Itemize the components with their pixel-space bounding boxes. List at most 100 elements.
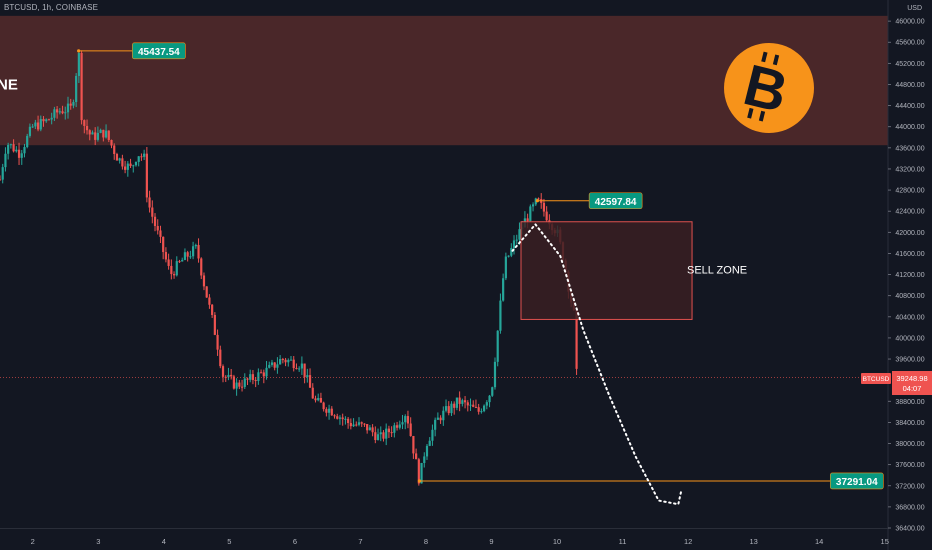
candle-body	[314, 398, 317, 401]
candle-body	[232, 376, 235, 389]
candle-body	[529, 206, 532, 222]
candle-body	[461, 400, 464, 404]
candle-body	[151, 207, 154, 217]
x-tick-label: 12	[684, 537, 692, 546]
annotation-dot	[77, 49, 81, 53]
candle-body	[349, 423, 352, 427]
candle-body	[404, 416, 407, 423]
candle-body	[23, 147, 26, 154]
current-symbol-tag	[861, 373, 891, 384]
symbol-title[interactable]: BTCUSD, 1h, COINBASE	[4, 3, 99, 12]
candle-body	[499, 300, 502, 331]
candle-body	[308, 375, 312, 388]
candle-body	[219, 349, 222, 367]
candle-body	[61, 111, 64, 114]
candle-body	[341, 417, 344, 420]
candle-body	[276, 364, 279, 368]
x-tick-label: 13	[749, 537, 757, 546]
candle-body	[137, 156, 140, 162]
candle-body	[398, 424, 401, 428]
candle-body	[129, 163, 132, 167]
candle-body	[526, 218, 529, 222]
candle-body	[213, 314, 216, 335]
candle-body	[75, 75, 78, 102]
x-tick-label: 15	[881, 537, 889, 546]
candle-body	[72, 101, 75, 106]
annotation-label: 42597.84	[595, 197, 637, 208]
candle-body	[474, 406, 478, 408]
y-tick-label: 40400.00	[895, 314, 924, 321]
candle-body	[39, 119, 42, 130]
candle-body	[442, 410, 445, 421]
candle-body	[300, 363, 303, 369]
candle-body	[518, 229, 521, 240]
candle-body	[393, 425, 396, 433]
candle-body	[472, 404, 475, 407]
candle-body	[322, 402, 325, 410]
candle-body	[347, 418, 350, 424]
candle-body	[227, 374, 230, 378]
candle-countdown: 04:07	[903, 384, 922, 393]
price-axis[interactable]: 46000.00 45600.00 45200.00 44800.00 44400.00…	[888, 19, 925, 533]
candle-body	[485, 402, 488, 406]
candle-body	[9, 144, 12, 146]
candle-body	[488, 395, 491, 403]
candle-body	[480, 411, 483, 413]
y-tick-label: 44800.00	[895, 82, 924, 89]
time-axis[interactable]: 2 3 4 5 6 7 8 9 10 11 12 13 14 15	[0, 528, 889, 547]
candle-body	[352, 424, 355, 427]
candle-body	[259, 372, 263, 374]
candle-body	[504, 256, 507, 279]
annotation-label: 37291.04	[836, 477, 878, 488]
candle-body	[368, 427, 371, 431]
candle-body	[537, 198, 540, 200]
candle-body	[94, 132, 97, 140]
candle-body	[118, 158, 121, 161]
candle-body	[107, 130, 110, 140]
candle-body	[428, 440, 431, 446]
candle-body	[240, 386, 244, 388]
candle-body	[344, 418, 347, 420]
candle-body	[409, 423, 412, 437]
candle-body	[88, 130, 91, 135]
candle-body	[58, 111, 61, 113]
candle-body	[235, 382, 238, 389]
candle-body	[257, 372, 260, 381]
candle-body	[104, 130, 108, 138]
candle-body	[0, 179, 2, 181]
candle-body	[191, 246, 195, 257]
candle-body	[366, 424, 369, 431]
candle-body	[415, 453, 418, 460]
candle-body	[319, 398, 323, 403]
candle-body	[28, 126, 32, 136]
candle-body	[333, 415, 336, 417]
y-tick-label: 36400.00	[895, 526, 924, 533]
candle-body	[216, 334, 219, 350]
candle-body	[325, 409, 328, 413]
y-tick-label: 46000.00	[895, 19, 924, 26]
candle-body	[99, 129, 102, 133]
y-tick-label: 43200.00	[895, 166, 924, 173]
y-tick-label: 42000.00	[895, 230, 924, 237]
candle-body	[170, 265, 173, 275]
candle-body	[317, 398, 320, 401]
candle-body	[412, 436, 415, 454]
candle-body	[110, 139, 113, 146]
candle-body	[496, 330, 499, 362]
candle-body	[124, 166, 127, 170]
candle-body	[406, 416, 410, 424]
annotation-label-box	[132, 42, 186, 60]
candle-body	[194, 244, 197, 247]
sell-zone-label: SELL ZONE	[687, 264, 747, 276]
candle-body	[284, 359, 287, 363]
y-tick-label: 38800.00	[895, 399, 924, 406]
candle-body	[143, 153, 146, 157]
candle-body	[491, 387, 494, 396]
candle-body	[311, 387, 314, 399]
current-price-tag	[892, 371, 932, 395]
candle-body	[439, 417, 442, 421]
candle-body	[425, 445, 429, 457]
candle-body	[36, 122, 40, 130]
current-price-value: 39248.98	[896, 374, 927, 383]
